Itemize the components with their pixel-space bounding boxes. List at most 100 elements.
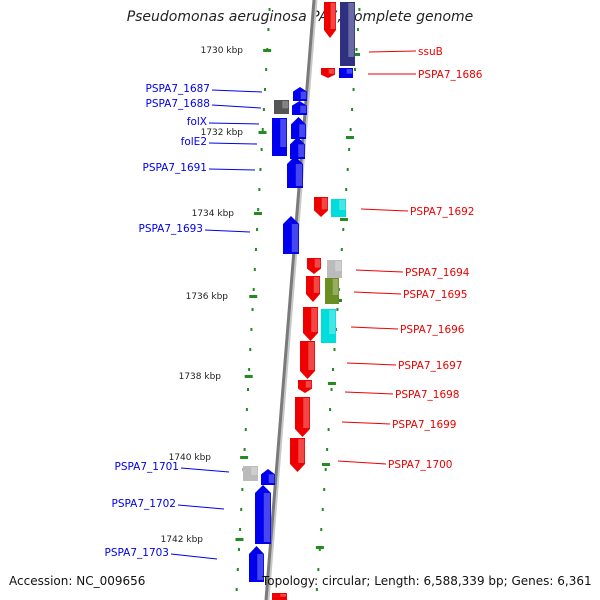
tick-label: 1738 kbp — [179, 372, 222, 382]
gene-folX-box — [272, 118, 287, 156]
tick-label: 1742 kbp — [161, 535, 204, 545]
left-track-dot — [244, 428, 247, 431]
left-track-dot — [251, 308, 254, 311]
leader-line — [208, 142, 258, 145]
left-track-dot — [256, 228, 259, 231]
gene-body — [290, 137, 305, 159]
right-track-dot — [346, 168, 349, 171]
right-major-tick — [339, 218, 348, 221]
major-tick — [258, 131, 267, 134]
left-track-dot — [260, 148, 263, 151]
backbone-shadow — [266, 0, 318, 600]
left-track-dot — [250, 328, 253, 331]
gene-PSPA7_1700-arrow — [290, 438, 305, 472]
gene-highlight — [280, 119, 287, 147]
right-major-tick — [352, 53, 361, 56]
gene-body — [287, 156, 303, 188]
gene-highlight — [321, 198, 328, 210]
right-track-dot — [330, 388, 333, 391]
gene-body — [314, 197, 328, 217]
right-track-dot — [327, 428, 330, 431]
right-track-dot — [326, 448, 329, 451]
tick-label: 1732 kbp — [201, 128, 244, 138]
major-tick — [253, 212, 262, 215]
gene-highlight — [330, 3, 336, 29]
topology-label: Topology: circular; Length: 6,588,339 bp… — [262, 574, 592, 588]
gene-PSPA7_1686-box — [339, 68, 353, 78]
gene-body — [272, 118, 287, 156]
gene-highlight — [257, 554, 264, 580]
gene-arrow — [303, 307, 318, 341]
gene-highlight — [311, 308, 318, 332]
gene-body — [292, 101, 307, 115]
leader-line — [344, 391, 394, 395]
leader-line — [360, 208, 409, 212]
leader-line — [208, 122, 260, 125]
right-major-tick — [321, 463, 330, 466]
leader-line — [355, 269, 404, 273]
gene-body — [295, 397, 310, 437]
left-track-dot — [236, 568, 239, 571]
right-track-dot — [333, 348, 336, 351]
left-track-dot — [267, 28, 270, 31]
gene-highlight — [339, 200, 346, 210]
gene-PSPA7_1697-arrow — [300, 341, 315, 379]
gene-body — [327, 260, 342, 278]
left-track-dot — [258, 188, 261, 191]
right-major-tick — [345, 136, 354, 139]
gene-label-PSPA7_1703: PSPA7_1703 — [105, 547, 170, 559]
gene-label-ssuB: ssuB — [418, 46, 443, 58]
gene-highlight — [303, 398, 310, 428]
gene-label-PSPA7_1694: PSPA7_1694 — [405, 267, 470, 279]
gene-highlight — [313, 277, 320, 293]
gene-highlight — [332, 279, 339, 295]
gene-highlight — [295, 164, 303, 186]
gene-folX-arrow — [291, 117, 306, 139]
left-track-dot — [254, 248, 257, 251]
right-track-dot — [318, 548, 321, 551]
right-track-dot — [321, 508, 324, 511]
gene-label-PSPA7_1696: PSPA7_1696 — [400, 324, 465, 336]
gene-highlight — [329, 310, 336, 334]
gene-highlight — [282, 101, 289, 109]
right-track-dot — [352, 88, 355, 91]
left-track-dot — [237, 548, 240, 551]
gene-body — [291, 117, 306, 139]
gene-body — [331, 199, 346, 217]
gene-PSPA7_1688-box — [274, 100, 289, 114]
gene-highlight — [298, 144, 305, 157]
right-track-dot — [324, 468, 327, 471]
gene-PSPA7_1694-box — [327, 260, 342, 278]
gene-highlight — [305, 381, 312, 388]
gene-body — [340, 2, 355, 66]
leader-line — [208, 168, 256, 171]
leader-line — [180, 467, 230, 473]
gene-arrow — [321, 68, 335, 78]
gene-label-PSPA7_1698: PSPA7_1698 — [395, 389, 460, 401]
gene-highlight — [263, 493, 271, 542]
gene-PSPA7_1695-box — [325, 278, 339, 304]
gene-highlight — [308, 342, 315, 370]
left-track-dot — [249, 348, 252, 351]
leader-line — [170, 553, 218, 560]
left-track-dot — [252, 288, 255, 291]
gene-label-PSPA7_1702: PSPA7_1702 — [112, 498, 177, 510]
left-track-dot — [243, 448, 246, 451]
tick-label: 1730 kbp — [201, 46, 244, 56]
left-track-dot — [264, 88, 267, 91]
gene-label-PSPA7_1699: PSPA7_1699 — [392, 419, 457, 431]
left-track-dot — [259, 168, 262, 171]
gene-body — [293, 87, 307, 101]
gene-body — [324, 2, 336, 38]
gene-highlight — [299, 124, 306, 137]
major-tick — [263, 49, 272, 52]
leader-line — [350, 326, 399, 330]
gene-highlight — [291, 224, 299, 252]
gene-PSPA7_1687-arrow — [293, 87, 307, 101]
right-track-dot — [323, 488, 326, 491]
major-tick — [240, 456, 249, 459]
gene-highlight — [348, 3, 355, 57]
right-track-dot — [342, 228, 345, 231]
gene-body — [300, 341, 315, 379]
left-track-dot — [240, 508, 243, 511]
